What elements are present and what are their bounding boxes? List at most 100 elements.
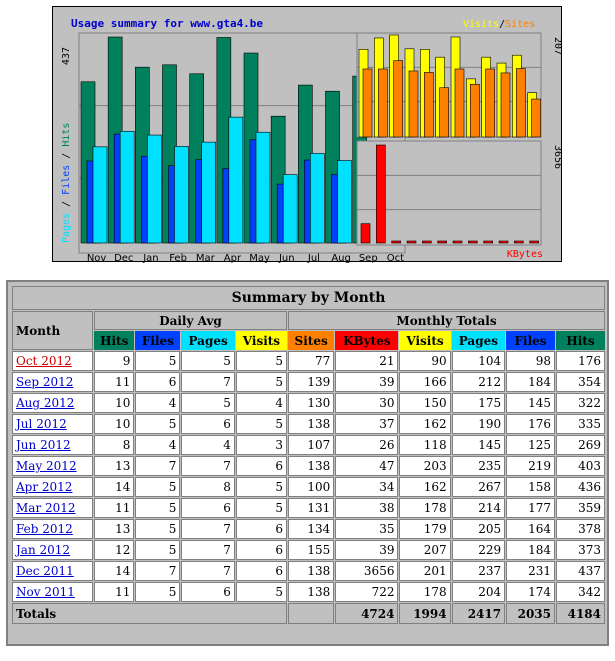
monthly-sites-cell: 100 <box>288 477 334 497</box>
table-row: Aug 2012 10 4 5 4 130 30 150 175 145 322 <box>12 393 605 413</box>
monthly-kbytes-cell: 3656 <box>335 561 398 581</box>
visits-sites-legend: Visits/Sites <box>463 19 535 30</box>
chart-title: Usage summary for www.gta4.be <box>71 17 263 30</box>
usage-graph-panel: Usage summary for www.gta4.be 437 Pages / … <box>52 6 562 262</box>
month-link[interactable]: Oct 2012 <box>16 354 72 368</box>
daily-visits-cell: 6 <box>236 561 287 581</box>
bar-kbytes <box>407 241 416 243</box>
daily-visits-cell: 5 <box>236 498 287 518</box>
month-link[interactable]: Feb 2012 <box>16 522 73 536</box>
month-cell: Sep 2012 <box>12 372 93 392</box>
monthly-kbytes-cell: 722 <box>335 582 398 602</box>
daily-visits-header: Visits <box>236 331 287 350</box>
month-link[interactable]: May 2012 <box>16 459 77 473</box>
monthly-visits-cell: 201 <box>399 561 450 581</box>
table-row: Oct 2012 9 5 5 5 77 21 90 104 98 176 <box>12 351 605 371</box>
kbytes-legend: KBytes <box>507 249 543 260</box>
monthly-visits-cell: 203 <box>399 456 450 476</box>
bar-kbytes <box>392 241 401 243</box>
monthly-pages-cell: 235 <box>452 456 505 476</box>
monthly-visits-cell: 207 <box>399 540 450 560</box>
bar-sites <box>516 69 525 137</box>
monthly-sites-cell: 139 <box>288 372 334 392</box>
monthly-files-cell: 174 <box>506 582 555 602</box>
daily-hits-cell: 13 <box>94 456 134 476</box>
daily-pages-cell: 6 <box>181 582 234 602</box>
bar-pages <box>202 142 216 243</box>
month-link[interactable]: Apr 2012 <box>16 480 72 494</box>
monthly-files-cell: 184 <box>506 372 555 392</box>
bar-sites <box>363 69 372 137</box>
summary-rows: Oct 2012 9 5 5 5 77 21 90 104 98 176 Sep 2012 11 6 7 5 1… <box>12 351 605 602</box>
monthly-files-cell: 158 <box>506 477 555 497</box>
month-link[interactable]: Aug 2012 <box>16 396 74 410</box>
month-link[interactable]: Sep 2012 <box>16 375 73 389</box>
daily-files-cell: 5 <box>135 414 180 434</box>
column-header-row: Hits Files Pages Visits Sites KBytes Visits Pag… <box>12 331 605 350</box>
month-cell: Jun 2012 <box>12 435 93 455</box>
totals-visits: 1994 <box>399 603 450 624</box>
monthly-pages-cell: 175 <box>452 393 505 413</box>
month-column-header: Month <box>12 311 93 350</box>
monthly-sites-cell: 138 <box>288 414 334 434</box>
month-link[interactable]: Nov 2011 <box>16 585 75 599</box>
monthly-hits-cell: 354 <box>556 372 605 392</box>
month-link[interactable]: Jun 2012 <box>16 438 71 452</box>
visits-ymax-label: 207 <box>552 37 563 55</box>
table-row: Mar 2012 11 5 6 5 131 38 178 214 177 359 <box>12 498 605 518</box>
monthly-files-cell: 177 <box>506 498 555 518</box>
month-tick-label: Jan <box>142 253 158 263</box>
monthly-pages-cell: 204 <box>452 582 505 602</box>
legend-entry: Visits <box>463 19 499 30</box>
totals-sites-empty <box>288 603 334 624</box>
monthly-kbytes-cell: 38 <box>335 498 398 518</box>
totals-kbytes: 4724 <box>335 603 398 624</box>
bar-kbytes <box>484 241 493 243</box>
daily-hits-cell: 10 <box>94 414 134 434</box>
bar-sites <box>440 88 449 137</box>
table-row: Jan 2012 12 5 7 6 155 39 207 229 184 373 <box>12 540 605 560</box>
bar-kbytes <box>530 241 539 243</box>
month-link[interactable]: Dec 2011 <box>16 564 74 578</box>
usage-graph: Usage summary for www.gta4.be 437 Pages / … <box>53 7 563 263</box>
monthly-kbytes-cell: 39 <box>335 372 398 392</box>
bar-pages <box>175 146 189 243</box>
bar-pages <box>120 131 134 243</box>
daily-files-cell: 4 <box>135 393 180 413</box>
bar-pages <box>229 117 243 243</box>
bar-sites <box>486 69 495 137</box>
month-tick-label: Aug <box>331 253 351 263</box>
daily-hits-cell: 11 <box>94 582 134 602</box>
bar-kbytes <box>499 241 508 243</box>
bar-kbytes <box>376 145 385 243</box>
daily-files-cell: 5 <box>135 477 180 497</box>
monthly-files-cell: 145 <box>506 393 555 413</box>
daily-visits-cell: 5 <box>236 351 287 371</box>
month-cell: Jan 2012 <box>12 540 93 560</box>
monthly-pages-cell: 190 <box>452 414 505 434</box>
monthly-sites-cell: 134 <box>288 519 334 539</box>
month-link[interactable]: Jan 2012 <box>16 543 70 557</box>
month-link[interactable]: Jul 2012 <box>16 417 67 431</box>
daily-hits-cell: 13 <box>94 519 134 539</box>
monthly-hits-cell: 373 <box>556 540 605 560</box>
daily-hits-cell: 14 <box>94 561 134 581</box>
monthly-pages-cell: 267 <box>452 477 505 497</box>
monthly-totals-header: Monthly Totals <box>288 311 605 330</box>
daily-pages-cell: 7 <box>181 456 234 476</box>
month-link[interactable]: Mar 2012 <box>16 501 76 515</box>
daily-files-header: Files <box>135 331 180 350</box>
daily-visits-cell: 6 <box>236 456 287 476</box>
monthly-sites-cell: 155 <box>288 540 334 560</box>
hits-axis-label-part: Hits <box>61 123 72 147</box>
monthly-visits-cell: 179 <box>399 519 450 539</box>
daily-hits-cell: 14 <box>94 477 134 497</box>
kbytes-ymax-label: 3656 <box>552 145 563 169</box>
monthly-files-cell: 164 <box>506 519 555 539</box>
daily-files-cell: 5 <box>135 519 180 539</box>
bar-pages <box>256 132 270 243</box>
bar-kbytes <box>422 241 431 243</box>
daily-visits-cell: 6 <box>236 519 287 539</box>
daily-avg-header: Daily Avg <box>94 311 287 330</box>
monthly-hits-header: Hits <box>556 331 605 350</box>
